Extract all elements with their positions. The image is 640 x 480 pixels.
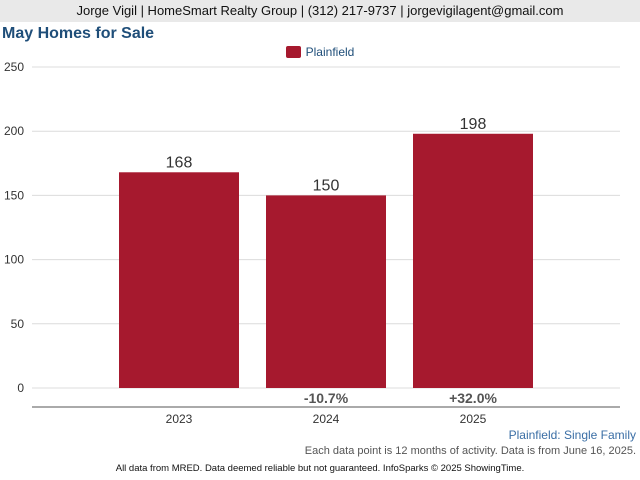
change-label-2024: -10.7% [304, 390, 349, 406]
data-label-2025: 198 [460, 116, 487, 133]
y-tick-label: 0 [17, 381, 24, 395]
bar-2025 [413, 133, 533, 388]
bar-2024 [266, 195, 386, 388]
bar-2023 [119, 172, 239, 388]
bar-chart: 0 50 100 150 200 250 168 2023 150 -10.7% 2024 198 +3… [4, 60, 620, 426]
y-tick-label: 150 [4, 188, 24, 202]
x-tick-label-2024: 2024 [313, 412, 340, 426]
chart-legend[interactable]: Plainfield [0, 45, 640, 59]
legal-disclaimer: All data from MRED. Data deemed reliable… [115, 463, 525, 474]
series-description: Plainfield: Single Family [508, 428, 636, 442]
header-bar: Jorge Vigil | HomeSmart Realty Group | (… [0, 0, 640, 22]
x-tick-label-2025: 2025 [460, 412, 487, 426]
data-label-2024: 150 [313, 177, 340, 194]
agent-contact-text: Jorge Vigil | HomeSmart Realty Group | (… [76, 3, 564, 18]
change-label-2025: +32.0% [449, 390, 497, 406]
y-tick-label: 250 [4, 60, 24, 74]
data-label-2023: 168 [166, 154, 193, 171]
x-tick-label-2023: 2023 [166, 412, 193, 426]
data-note: Each data point is 12 months of activity… [304, 445, 636, 457]
chart-title: May Homes for Sale [2, 25, 155, 42]
legend-label-plainfield: Plainfield [305, 45, 355, 59]
y-tick-label: 100 [4, 253, 24, 267]
y-tick-label: 200 [4, 124, 24, 138]
y-tick-label: 50 [11, 317, 25, 331]
legend-swatch-plainfield [285, 46, 301, 58]
